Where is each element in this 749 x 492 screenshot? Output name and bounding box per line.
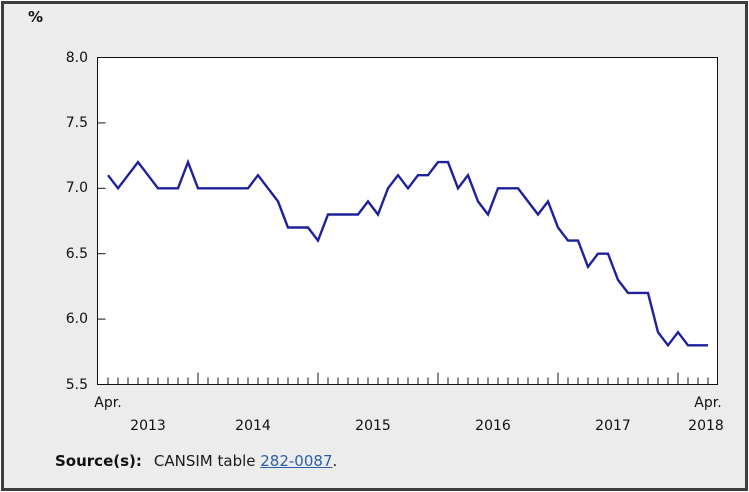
source-text: CANSIM table [153, 452, 261, 470]
x-axis-year-label: 2016 [475, 418, 511, 434]
source-link[interactable]: 282-0087 [260, 452, 333, 470]
x-axis-month-label-end: Apr. [694, 395, 722, 411]
y-axis-label: 6.0 [65, 311, 88, 328]
unemployment-rate-line [107, 158, 708, 348]
x-axis-month-label-start: Apr. [94, 395, 122, 411]
y-axis-label: 8.0 [65, 49, 88, 66]
source-note: Source(s): CANSIM table 282-0087. [55, 452, 337, 470]
y-axis-label: 6.5 [65, 245, 88, 262]
x-axis-year-label: 2018 [688, 418, 724, 434]
x-axis-year-label: 2013 [130, 418, 166, 434]
x-axis-year-label: 2017 [595, 418, 631, 434]
y-axis-label: 5.5 [65, 376, 88, 393]
x-axis-year-label: 2015 [355, 418, 391, 434]
plot-box [97, 57, 718, 385]
source-suffix: . [332, 452, 338, 470]
y-axis-unit-label: % [28, 8, 44, 26]
source-label: Source(s): [55, 452, 142, 470]
y-axis-label: 7.0 [65, 180, 88, 197]
x-axis-year-label: 2014 [235, 418, 271, 434]
y-axis-label: 7.5 [65, 114, 88, 131]
